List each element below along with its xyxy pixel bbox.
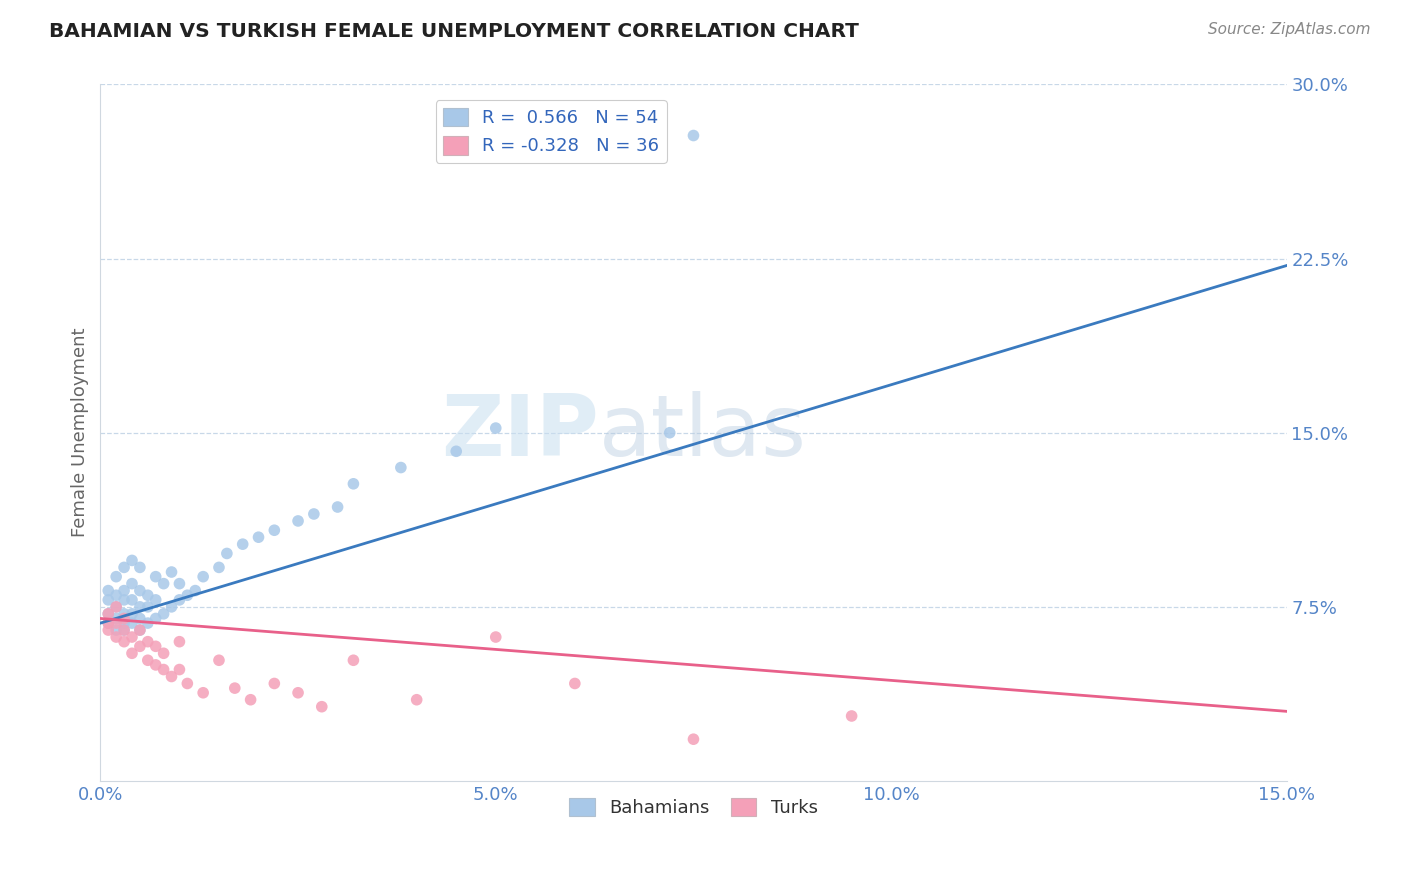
Point [169, 593, 191, 607]
Point [191, 686, 214, 700]
Point [112, 611, 135, 625]
Point [112, 607, 135, 621]
Point [97, 616, 120, 631]
Point [112, 623, 135, 637]
Point [97, 623, 120, 637]
Point [184, 583, 207, 598]
Point [287, 686, 309, 700]
Point [169, 634, 191, 648]
Point [160, 599, 183, 614]
Point [145, 657, 167, 672]
Point [136, 634, 159, 648]
Point [302, 507, 325, 521]
Point [176, 676, 198, 690]
Point [121, 616, 143, 631]
Point [121, 646, 143, 660]
Point [136, 588, 159, 602]
Point [97, 607, 120, 621]
Point [97, 583, 120, 598]
Point [485, 421, 508, 435]
Point [112, 560, 135, 574]
Point [326, 500, 349, 514]
Text: Source: ZipAtlas.com: Source: ZipAtlas.com [1208, 22, 1371, 37]
Point [128, 560, 150, 574]
Point [97, 593, 120, 607]
Point [145, 569, 167, 583]
Point [208, 653, 231, 667]
Point [136, 599, 159, 614]
Point [97, 616, 120, 631]
Legend: Bahamians, Turks: Bahamians, Turks [562, 790, 825, 824]
Point [152, 607, 174, 621]
Point [444, 444, 467, 458]
Point [682, 128, 704, 143]
Point [128, 623, 150, 637]
Point [112, 634, 135, 648]
Text: ZIP: ZIP [441, 392, 599, 475]
Point [485, 630, 508, 644]
Point [97, 607, 120, 621]
Point [152, 663, 174, 677]
Point [128, 611, 150, 625]
Point [128, 599, 150, 614]
Point [112, 593, 135, 607]
Point [311, 699, 333, 714]
Point [342, 653, 364, 667]
Point [121, 576, 143, 591]
Point [112, 616, 135, 631]
Point [841, 709, 863, 723]
Y-axis label: Female Unemployment: Female Unemployment [72, 328, 89, 538]
Point [105, 611, 128, 625]
Point [105, 599, 128, 614]
Point [121, 607, 143, 621]
Point [152, 576, 174, 591]
Point [105, 599, 128, 614]
Point [105, 616, 128, 631]
Point [215, 546, 238, 560]
Point [405, 692, 427, 706]
Text: atlas: atlas [599, 392, 807, 475]
Point [105, 588, 128, 602]
Point [564, 676, 586, 690]
Point [145, 593, 167, 607]
Point [121, 553, 143, 567]
Point [145, 611, 167, 625]
Point [112, 623, 135, 637]
Point [128, 583, 150, 598]
Point [239, 692, 262, 706]
Point [658, 425, 681, 440]
Point [389, 460, 412, 475]
Point [160, 669, 183, 683]
Point [263, 676, 285, 690]
Point [342, 476, 364, 491]
Point [128, 640, 150, 654]
Point [169, 663, 191, 677]
Point [145, 640, 167, 654]
Point [136, 653, 159, 667]
Point [105, 630, 128, 644]
Point [128, 623, 150, 637]
Point [121, 593, 143, 607]
Point [169, 576, 191, 591]
Point [682, 732, 704, 747]
Point [112, 583, 135, 598]
Point [191, 569, 214, 583]
Point [208, 560, 231, 574]
Point [136, 616, 159, 631]
Point [247, 530, 270, 544]
Point [287, 514, 309, 528]
Point [160, 565, 183, 579]
Point [263, 523, 285, 537]
Point [176, 588, 198, 602]
Point [121, 630, 143, 644]
Point [105, 569, 128, 583]
Point [105, 623, 128, 637]
Text: BAHAMIAN VS TURKISH FEMALE UNEMPLOYMENT CORRELATION CHART: BAHAMIAN VS TURKISH FEMALE UNEMPLOYMENT … [49, 22, 859, 41]
Point [232, 537, 254, 551]
Point [152, 646, 174, 660]
Point [224, 681, 246, 695]
